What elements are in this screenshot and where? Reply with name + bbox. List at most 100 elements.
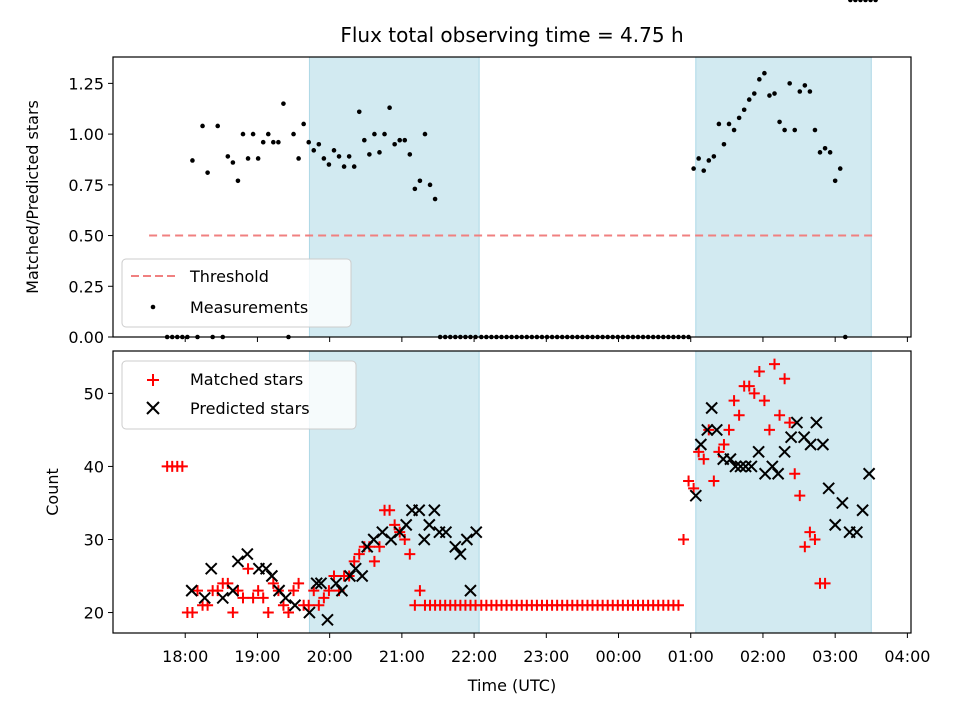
predicted-star-marker — [724, 452, 737, 466]
matched-star-marker — [794, 490, 806, 502]
matched-star-marker — [191, 585, 203, 597]
x-axis-label: Time (UTC) — [467, 676, 556, 695]
matched-star-marker — [293, 577, 305, 589]
x-tick-label: 18:00 — [162, 647, 208, 666]
top-y-axis-label: Matched/Predicted stars — [23, 100, 42, 294]
matched-star-marker — [799, 541, 811, 553]
predicted-stars-points — [185, 401, 876, 627]
predicted-star-marker — [321, 613, 334, 627]
measurement-point — [255, 156, 261, 161]
bottom-shaded-regions — [308, 350, 872, 634]
bottom-axes-frame — [112, 350, 912, 634]
matched-star-marker — [819, 577, 831, 589]
bottom-y-ticks: 20 30 40 50 — [84, 384, 113, 623]
matched-star-marker — [227, 607, 239, 619]
predicted-star-marker — [198, 591, 211, 605]
matched-star-marker — [779, 373, 791, 385]
matched-star-marker — [353, 548, 365, 560]
measurement-point — [696, 156, 701, 161]
matched-star-marker — [758, 395, 770, 407]
measurement-point — [827, 150, 833, 155]
matched-star-marker — [288, 585, 300, 597]
matched-star-marker — [303, 599, 315, 611]
matched-star-marker — [257, 592, 269, 604]
measurement-point — [331, 148, 337, 153]
predicted-star-marker — [428, 504, 441, 517]
matched-star-marker — [789, 468, 801, 480]
matched-star-marker — [748, 387, 760, 399]
measurement-point — [868, 0, 873, 3]
matched-star-marker — [804, 526, 816, 538]
measurement-point — [716, 121, 722, 127]
matched-star-marker — [262, 607, 274, 619]
predicted-star-marker — [231, 555, 245, 568]
x-tick-label: 20:00 — [307, 647, 353, 666]
matched-star-marker — [323, 585, 335, 597]
measurement-point — [762, 70, 767, 76]
measurement-point — [250, 131, 256, 137]
measurement-point — [787, 81, 792, 86]
measurement-point — [802, 83, 808, 88]
measurement-point — [873, 0, 878, 3]
matched-star-marker — [282, 607, 294, 619]
top-x-ticks — [184, 337, 908, 342]
measurement-point — [721, 141, 727, 147]
measurement-point — [276, 139, 281, 145]
predicted-star-marker — [259, 562, 273, 575]
measurement-point — [382, 131, 387, 137]
measurement-point — [741, 107, 747, 113]
measurement-point — [230, 160, 236, 165]
measurement-point — [792, 127, 798, 133]
measurement-point — [731, 127, 737, 133]
matched-star-marker — [404, 548, 416, 560]
matched-star-marker — [763, 424, 775, 436]
matched-star-marker — [774, 409, 786, 421]
predicted-star-marker — [694, 438, 708, 451]
predicted-star-marker — [734, 460, 747, 473]
predicted-star-marker — [850, 525, 864, 539]
measurement-point — [817, 150, 823, 155]
measurement-point — [346, 154, 352, 159]
measurement-point — [706, 158, 712, 163]
matched-star-marker — [414, 585, 426, 597]
bottom-y-tick-label: 50 — [84, 384, 104, 403]
matched-star-marker — [672, 599, 684, 611]
matched-star-marker — [247, 592, 259, 604]
top-panel: 0.00 0.25 0.50 0.75 1.00 1.25 Matched/Predict… — [23, 0, 912, 347]
measurement-point — [260, 139, 266, 145]
predicted-star-marker — [310, 577, 323, 590]
x-tick-label: 00:00 — [595, 647, 641, 666]
measurement-point — [797, 89, 803, 94]
measurement-point — [848, 0, 853, 3]
predicted-star-marker — [355, 569, 369, 583]
chart-title: Flux total observing time = 4.75 h — [340, 23, 683, 47]
predicted-star-marker — [449, 540, 462, 554]
matched-star-marker — [399, 533, 411, 545]
x-tick-label: 02:00 — [740, 647, 786, 666]
top-y-tick-label: 0.00 — [68, 328, 104, 347]
predicted-star-marker — [343, 569, 357, 583]
matched-star-marker — [348, 555, 360, 567]
predicted-star-marker — [423, 518, 436, 532]
measurement-point — [356, 109, 362, 115]
matched-star-marker — [784, 417, 796, 429]
measurement-point — [306, 139, 312, 145]
matched-star-marker — [368, 555, 380, 567]
matched-star-marker — [222, 577, 234, 589]
predicted-star-marker — [303, 606, 316, 619]
measurement-point — [736, 115, 742, 121]
predicted-star-marker — [766, 460, 779, 473]
measurement-point — [336, 154, 342, 159]
measurement-point — [397, 137, 403, 143]
predicted-star-marker — [745, 460, 758, 473]
measurements-legend-swatch — [150, 304, 156, 310]
top-legend: Threshold Measurements — [121, 258, 352, 328]
top-y-tick-label: 0.50 — [68, 227, 104, 246]
measurement-point — [377, 150, 382, 155]
measurement-point — [392, 141, 397, 147]
predicted-star-marker — [862, 467, 876, 480]
matched-star-marker — [728, 395, 740, 407]
predicted-star-marker — [418, 533, 431, 546]
matched-star-marker — [708, 475, 720, 487]
matched-star-marker — [733, 409, 745, 421]
